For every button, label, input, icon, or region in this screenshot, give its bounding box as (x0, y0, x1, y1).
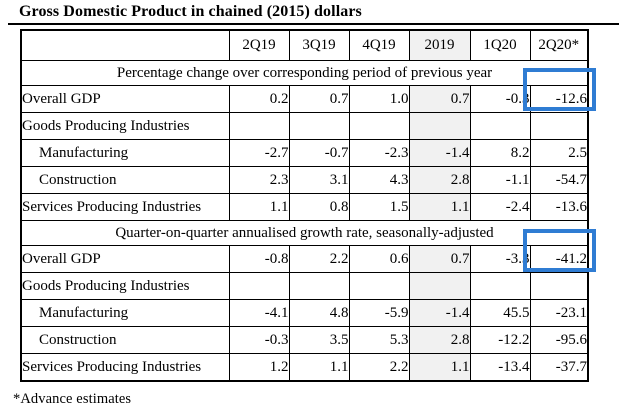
value-cell: -1.4 (408, 299, 471, 327)
value-cell: 8.2 (469, 139, 531, 167)
value-cell (529, 112, 589, 140)
value-cell: -2.4 (469, 193, 531, 221)
value-cell (408, 272, 471, 300)
value-cell: 3.1 (288, 166, 350, 194)
value-cell: -37.7 (529, 353, 589, 382)
page-title: Gross Domestic Product in chained (2015)… (19, 3, 362, 20)
value-cell: -12.2 (469, 326, 531, 354)
column-header: 1Q20 (469, 29, 531, 61)
value-cell (408, 112, 471, 140)
row-label: Services Producing Industries (20, 353, 230, 382)
value-cell: -23.1 (529, 299, 589, 327)
value-cell: 4.8 (288, 299, 350, 327)
table-row: Manufacturing -4.1 4.8 -5.9 -1.4 45.5 -23.1 (20, 299, 589, 327)
row-label: Goods Producing Industries (20, 272, 230, 300)
column-header: 2Q20* (529, 29, 589, 61)
row-label: Manufacturing (20, 139, 230, 167)
value-cell (469, 272, 531, 300)
value-cell: 1.1 (288, 353, 350, 382)
column-header: 2Q19 (228, 29, 290, 61)
value-cell: 5.3 (348, 326, 410, 354)
value-cell: -41.2 (529, 245, 589, 273)
row-label: Construction (20, 166, 230, 194)
value-cell (469, 112, 531, 140)
table-row: Services Producing Industries 1.2 1.1 2.2 1.… (20, 353, 589, 382)
value-cell: -0.3 (228, 326, 290, 354)
table-row: Goods Producing Industries (20, 272, 589, 300)
value-cell: 0.2 (228, 85, 290, 113)
title-underline: Gross Domestic Product in chained (2015)… (8, 3, 619, 25)
value-cell: -2.3 (348, 139, 410, 167)
row-label: Services Producing Industries (20, 193, 230, 221)
value-cell (348, 112, 410, 140)
column-header: 3Q19 (288, 29, 350, 61)
column-header: 4Q19 (348, 29, 410, 61)
value-cell: 1.5 (348, 193, 410, 221)
value-cell: 1.1 (408, 193, 471, 221)
value-cell: 0.6 (348, 245, 410, 273)
value-cell (288, 272, 350, 300)
value-cell: 3.5 (288, 326, 350, 354)
value-cell: 1.1 (408, 353, 471, 382)
value-cell (348, 272, 410, 300)
gdp-table: 2Q19 3Q19 4Q19 2019 1Q20 2Q20* Percentage cha… (20, 29, 589, 382)
value-cell: 4.3 (348, 166, 410, 194)
value-cell (529, 272, 589, 300)
table-row: Construction -0.3 3.5 5.3 2.8 -12.2 -95.6 (20, 326, 589, 354)
row-label: Goods Producing Industries (20, 112, 230, 140)
value-cell: -3.3 (469, 245, 531, 273)
row-label: Overall GDP (20, 85, 230, 113)
table-row: Overall GDP -0.8 2.2 0.6 0.7 -3.3 -41.2 (20, 245, 589, 273)
value-cell: -95.6 (529, 326, 589, 354)
value-cell: 1.2 (228, 353, 290, 382)
value-cell: 1.0 (348, 85, 410, 113)
value-cell: -1.4 (408, 139, 471, 167)
value-cell (288, 112, 350, 140)
table-row: Goods Producing Industries (20, 112, 589, 140)
value-cell: 0.7 (288, 85, 350, 113)
table-row: Manufacturing -2.7 -0.7 -2.3 -1.4 8.2 2.5 (20, 139, 589, 167)
value-cell: 2.8 (408, 166, 471, 194)
section-header-row: Quarter-on-quarter annualised growth rat… (20, 220, 589, 246)
row-label: Construction (20, 326, 230, 354)
value-cell: -13.6 (529, 193, 589, 221)
table-row: Overall GDP 0.2 0.7 1.0 0.7 -0.3 -12.6 (20, 85, 589, 113)
value-cell: -0.3 (469, 85, 531, 113)
section-header: Quarter-on-quarter annualised growth rat… (20, 220, 589, 246)
value-cell (228, 272, 290, 300)
corner-cell (20, 29, 230, 61)
section-header: Percentage change over corresponding per… (20, 60, 589, 86)
section-header-row: Percentage change over corresponding per… (20, 60, 589, 86)
table-row: Construction 2.3 3.1 4.3 2.8 -1.1 -54.7 (20, 166, 589, 194)
table-row: Services Producing Industries 1.1 0.8 1.5 1.… (20, 193, 589, 221)
row-label: Overall GDP (20, 245, 230, 273)
value-cell (228, 112, 290, 140)
value-cell: 2.5 (529, 139, 589, 167)
value-cell: 1.1 (228, 193, 290, 221)
value-cell: 0.7 (408, 245, 471, 273)
value-cell: 0.8 (288, 193, 350, 221)
value-cell: -2.7 (228, 139, 290, 167)
value-cell: -4.1 (228, 299, 290, 327)
value-cell: 2.3 (228, 166, 290, 194)
value-cell: 2.2 (288, 245, 350, 273)
footnote: *Advance estimates (13, 391, 132, 407)
value-cell: 2.8 (408, 326, 471, 354)
value-cell: -0.8 (228, 245, 290, 273)
value-cell: 45.5 (469, 299, 531, 327)
column-header: 2019 (408, 29, 471, 61)
value-cell: 0.7 (408, 85, 471, 113)
value-cell: -5.9 (348, 299, 410, 327)
value-cell: -1.1 (469, 166, 531, 194)
table-header-row: 2Q19 3Q19 4Q19 2019 1Q20 2Q20* (20, 29, 589, 61)
value-cell: -13.4 (469, 353, 531, 382)
row-label: Manufacturing (20, 299, 230, 327)
value-cell: -12.6 (529, 85, 589, 113)
value-cell: 2.2 (348, 353, 410, 382)
value-cell: -0.7 (288, 139, 350, 167)
value-cell: -54.7 (529, 166, 589, 194)
